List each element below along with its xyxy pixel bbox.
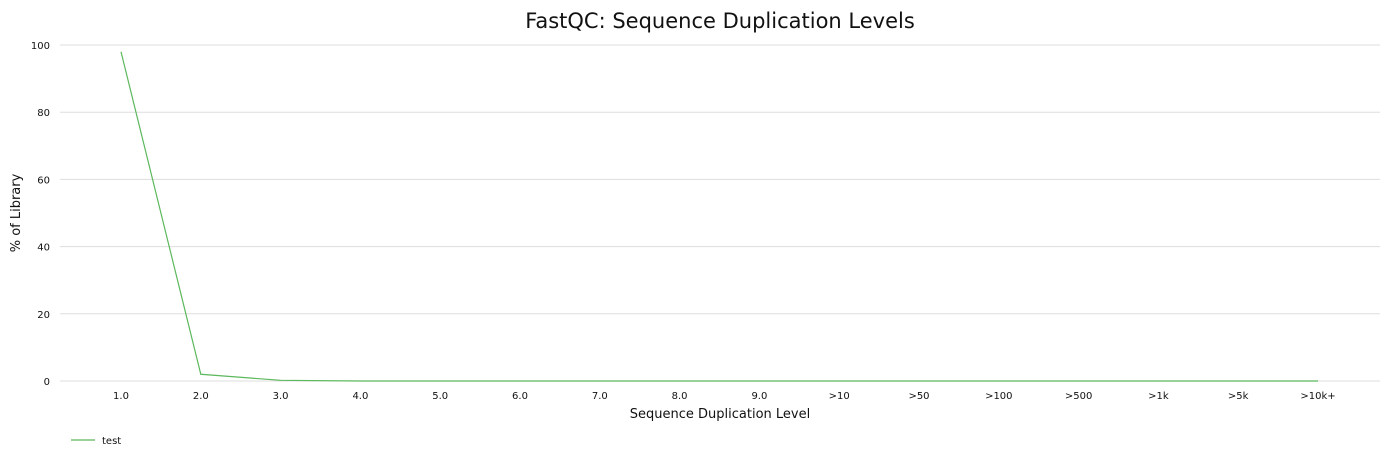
y-tick-label: 80 [37,108,50,119]
y-axis-ticks: 0 20 40 60 80 100 [31,41,50,388]
x-tick-label: >5k [1228,391,1249,402]
y-tick-label: 40 [37,243,50,254]
x-tick-label: 9.0 [751,391,767,402]
x-tick-label: 6.0 [512,391,528,402]
x-tick-label: >10 [829,391,850,402]
y-tick-label: 100 [31,41,50,52]
x-tick-label: 4.0 [352,391,368,402]
x-tick-label: >500 [1065,391,1092,402]
x-tick-label: >50 [908,391,929,402]
legend-item-label[interactable]: test [102,436,121,447]
x-tick-label: 8.0 [672,391,688,402]
x-tick-label: 3.0 [273,391,289,402]
y-tick-label: 0 [44,377,50,388]
y-tick-label: 20 [37,310,50,321]
x-tick-label: 7.0 [592,391,608,402]
x-tick-label: 1.0 [113,391,129,402]
legend[interactable]: test [71,436,121,447]
y-tick-label: 60 [37,175,50,186]
x-axis-label: Sequence Duplication Level [630,407,810,422]
series-lines [120,51,1318,382]
series-line-test [120,51,1318,382]
chart-title: FastQC: Sequence Duplication Levels [525,9,915,33]
x-tick-label: >100 [985,391,1012,402]
x-tick-label: 5.0 [432,391,448,402]
x-tick-label: 2.0 [193,391,209,402]
x-tick-label: >10k+ [1300,391,1335,402]
x-tick-label: >1k [1148,391,1169,402]
grid-lines [60,44,1380,382]
y-axis-label: % of Library [9,173,24,252]
x-axis-ticks: 1.0 2.0 3.0 4.0 5.0 6.0 7.0 8.0 9.0 >10 >50 >100 >50… [113,391,1336,402]
